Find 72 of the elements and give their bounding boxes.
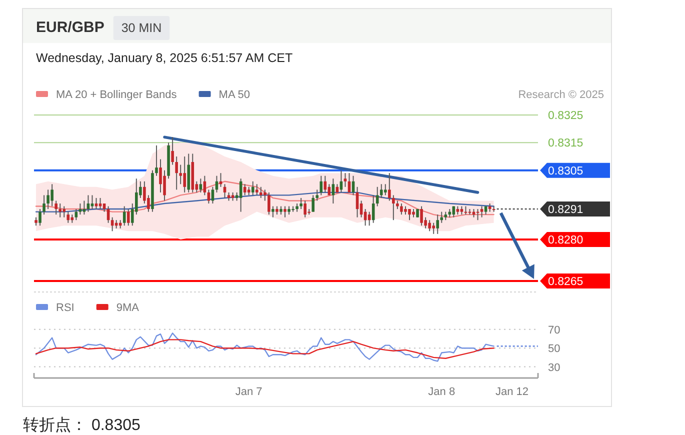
- candlestick: [171, 136, 174, 166]
- candlestick: [62, 206, 66, 218]
- candlestick: [42, 194, 46, 216]
- y-tick-label: 0.8305: [548, 165, 584, 178]
- candlestick: [122, 206, 126, 226]
- candlestick: [66, 211, 70, 224]
- x-tick-label: Jan 7: [235, 386, 262, 398]
- candlestick: [126, 208, 130, 226]
- candlestick: [46, 189, 50, 210]
- candlestick: [316, 189, 319, 202]
- y-tick-label: 50: [548, 343, 560, 356]
- candlestick: [58, 203, 62, 218]
- candlestick: [90, 194, 94, 210]
- chart-title: EUR/GBP: [36, 19, 104, 36]
- candlestick: [344, 172, 347, 188]
- legend-label: 9MA: [116, 302, 140, 314]
- candlestick: [94, 197, 98, 210]
- candlestick: [400, 203, 403, 216]
- chart-subtitle: Wednesday, January 8, 2025 6:51:57 AM CET: [36, 51, 293, 65]
- legend-label: RSI: [56, 302, 74, 314]
- candlestick: [179, 164, 182, 185]
- candlestick: [304, 200, 306, 218]
- candlestick: [432, 222, 435, 234]
- candlestick: [420, 206, 423, 226]
- candlestick: [320, 175, 323, 196]
- candlestick: [476, 208, 480, 221]
- candlestick: [436, 214, 439, 234]
- candlestick: [38, 208, 42, 226]
- candlestick: [388, 172, 391, 202]
- candlestick: [284, 206, 286, 218]
- x-tick-label: Jan 8: [428, 386, 456, 398]
- candlestick: [260, 186, 262, 198]
- text: 转折点： 0.8305: [23, 416, 140, 434]
- candlestick: [440, 211, 444, 224]
- candlestick: [312, 194, 315, 212]
- y-tick-label: 0.8280: [548, 234, 584, 246]
- legend-label: MA 20 + Bollinger Bands: [56, 89, 178, 101]
- candlestick: [255, 184, 258, 196]
- candlestick: [384, 184, 387, 196]
- candlestick: [268, 192, 270, 216]
- text: 30 MIN: [121, 21, 162, 35]
- candlestick: [392, 194, 395, 221]
- candlestick: [98, 197, 102, 210]
- candlestick: [408, 208, 411, 221]
- y-tick-label: 0.8325: [548, 110, 584, 122]
- legend-label: MA 50: [218, 89, 250, 101]
- candlestick: [428, 220, 431, 232]
- candlestick: [251, 180, 254, 196]
- candlestick: [376, 186, 379, 207]
- y-tick-label: 0.8291: [548, 204, 584, 216]
- candlestick: [54, 200, 58, 216]
- candlestick: [380, 184, 383, 198]
- text: Research © 2025: [518, 89, 604, 101]
- candlestick: [82, 200, 86, 216]
- y-tick-label: 70: [548, 324, 560, 336]
- y-tick-label: 0.8315: [548, 138, 584, 150]
- y-tick-label: 30: [548, 362, 560, 374]
- candlestick: [155, 144, 158, 176]
- line-series: [35, 332, 494, 362]
- candlestick: [264, 189, 266, 202]
- candlestick: [163, 170, 166, 202]
- candlestick: [300, 197, 302, 210]
- candlestick: [50, 184, 54, 207]
- candlestick: [272, 206, 274, 218]
- line-series: [35, 339, 494, 359]
- candlestick: [183, 156, 186, 193]
- candlestick: [78, 203, 82, 216]
- y-tick-label: 0.8265: [548, 276, 584, 288]
- candlestick: [480, 206, 484, 218]
- text: Jan 12: [495, 386, 529, 398]
- candlestick: [159, 158, 162, 193]
- candlestick: [175, 156, 178, 190]
